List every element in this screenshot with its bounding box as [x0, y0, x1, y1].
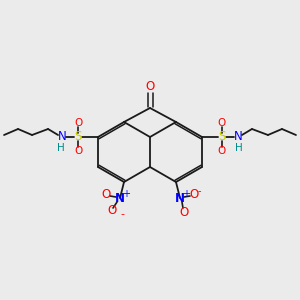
Text: -: -	[120, 209, 124, 219]
Text: +: +	[182, 189, 190, 199]
Text: -: -	[197, 186, 201, 196]
Text: N: N	[234, 130, 242, 143]
Text: N: N	[58, 130, 66, 143]
Text: O: O	[189, 188, 199, 202]
Text: H: H	[235, 143, 243, 153]
Text: N: N	[115, 193, 125, 206]
Text: S: S	[74, 130, 82, 143]
Text: N: N	[175, 193, 185, 206]
Text: S: S	[218, 130, 226, 143]
Text: O: O	[218, 118, 226, 128]
Text: H: H	[57, 143, 65, 153]
Text: O: O	[146, 80, 154, 92]
Text: O: O	[101, 188, 111, 202]
Text: +: +	[122, 189, 130, 199]
Text: O: O	[74, 118, 82, 128]
Text: O: O	[179, 206, 189, 218]
Text: O: O	[218, 146, 226, 156]
Text: O: O	[107, 205, 117, 218]
Text: O: O	[74, 146, 82, 156]
